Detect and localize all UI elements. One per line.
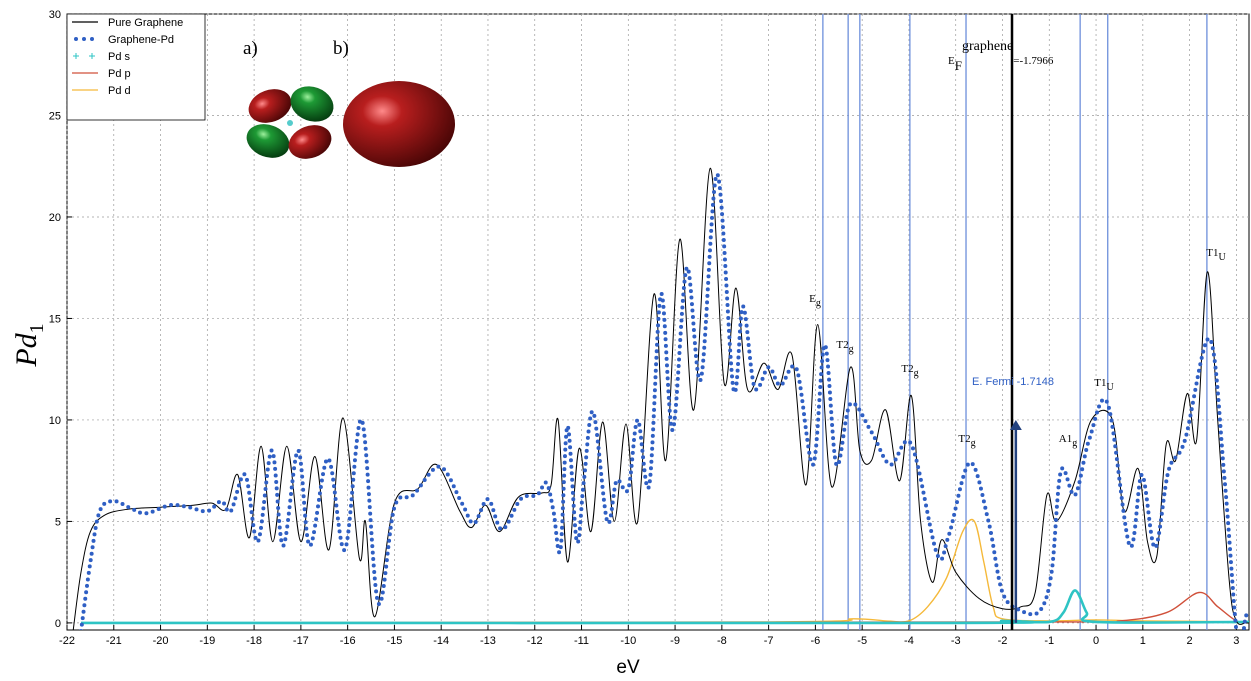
x-tick-label: -12 — [527, 635, 543, 647]
x-tick-label: -7 — [764, 635, 774, 647]
level-label-main: T2 — [958, 433, 970, 445]
x-tick-label: -10 — [620, 635, 636, 647]
y-tick-label: 0 — [55, 618, 61, 630]
legend-box — [67, 14, 205, 120]
x-tick-label: -2 — [998, 635, 1008, 647]
x-tick-label: -11 — [574, 635, 589, 647]
level-label-main: A1 — [1059, 433, 1072, 445]
fermi-label-value: =-1.7966 — [1013, 55, 1054, 67]
x-tick-label: 3 — [1233, 635, 1239, 647]
x-tick-label: -9 — [670, 635, 680, 647]
legend: Pure Graphene Graphene-Pd Pd s Pd p Pd d — [67, 14, 205, 120]
inset-label: b) — [333, 38, 349, 59]
x-tick-label: -16 — [340, 635, 356, 647]
level-label-main: T2 — [901, 363, 913, 375]
orbital-center — [287, 120, 293, 126]
level-label-sub: U — [1107, 382, 1115, 393]
x-tick-label: -17 — [293, 635, 309, 647]
level-label-main: T1 — [1094, 377, 1106, 389]
x-tick-label: 0 — [1093, 635, 1099, 647]
level-label-sub: g — [849, 344, 854, 355]
orbital-sphere — [343, 81, 455, 167]
legend-label: Pd s — [108, 51, 131, 63]
y-tick-label: 30 — [49, 9, 61, 21]
x-tick-label: -14 — [433, 635, 449, 647]
chart: Pure GrapheneGraphene-PdPd sPd pPd d a) … — [0, 0, 1251, 681]
legend-swatch — [74, 37, 78, 41]
legend-label: Pd d — [108, 85, 131, 97]
level-label-sub: g — [914, 368, 919, 379]
y-tick-label: 20 — [49, 212, 61, 224]
x-axis-label: eV — [616, 657, 640, 678]
y-tick-label: 15 — [49, 313, 61, 325]
y-axis-label: Pd1 — [10, 323, 48, 367]
x-tick-label: 1 — [1140, 635, 1146, 647]
fermi-label-sub: F — [955, 58, 962, 73]
level-label-sub: g — [1072, 438, 1077, 449]
y-tick-label: 25 — [49, 110, 61, 122]
legend-label: Graphene-Pd — [108, 34, 174, 46]
y-label-sub: 1 — [26, 323, 48, 333]
legend-label: Pd p — [108, 68, 131, 80]
x-tick-label: -1 — [1044, 635, 1054, 647]
level-label-sub: g — [971, 438, 976, 449]
inset-label: a) — [243, 38, 258, 59]
x-tick-label: -19 — [199, 635, 215, 647]
legend-label: Pure Graphene — [108, 17, 183, 29]
level-label-sub: g — [816, 298, 821, 309]
x-tick-label: 2 — [1187, 635, 1193, 647]
fermi-pd-label: E. Fermi -1.7148 — [972, 376, 1054, 388]
y-tick-label: 10 — [49, 415, 61, 427]
x-tick-label: -8 — [717, 635, 727, 647]
x-tick-label: -18 — [246, 635, 262, 647]
legend-swatch — [90, 37, 94, 41]
x-tick-label: -6 — [811, 635, 821, 647]
x-tick-label: -15 — [386, 635, 402, 647]
x-tick-label: -13 — [480, 635, 496, 647]
x-tick-label: -21 — [106, 635, 122, 647]
y-tick-label: 5 — [55, 516, 61, 528]
fermi-label-sup: graphene — [962, 39, 1013, 54]
y-label-main: Pd — [10, 332, 43, 367]
x-tick-label: -22 — [59, 635, 75, 647]
level-label-main: T1 — [1206, 247, 1218, 259]
page: Pure GrapheneGraphene-PdPd sPd pPd d a) … — [0, 0, 1251, 681]
level-label-main: T2 — [836, 339, 848, 351]
x-tick-label: -4 — [904, 635, 914, 647]
x-tick-label: -3 — [951, 635, 961, 647]
x-tick-label: -20 — [153, 635, 169, 647]
level-label-sub: U — [1219, 252, 1227, 263]
legend-swatch — [82, 37, 86, 41]
x-tick-label: -5 — [857, 635, 867, 647]
